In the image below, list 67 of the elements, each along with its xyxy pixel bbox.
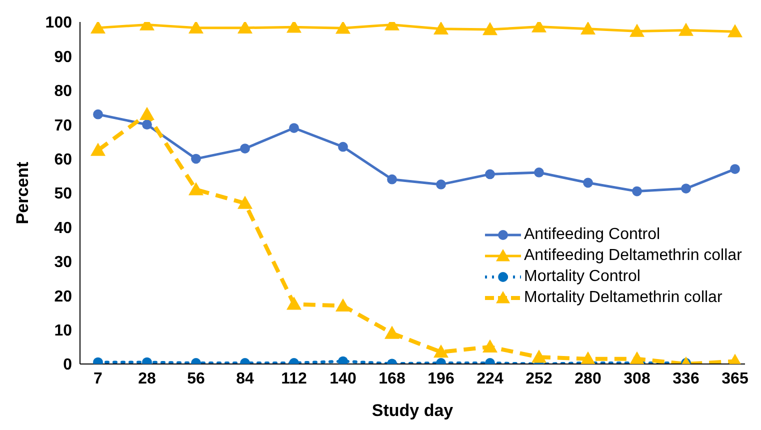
legend-label: Mortality Control xyxy=(524,268,640,286)
point xyxy=(730,164,740,174)
point xyxy=(485,169,495,180)
point xyxy=(580,351,596,364)
point xyxy=(632,186,642,196)
point xyxy=(142,120,152,130)
point xyxy=(580,22,596,34)
point xyxy=(678,22,694,36)
x-tick-label: 84 xyxy=(236,370,254,388)
point xyxy=(482,22,498,36)
x-tick-label: 168 xyxy=(378,370,406,388)
x-tick-label: 280 xyxy=(574,370,602,388)
legend-label: Antifeeding Control xyxy=(524,226,660,244)
point xyxy=(434,344,448,358)
x-tick-label: 28 xyxy=(138,370,156,388)
point xyxy=(681,184,691,194)
point xyxy=(532,350,546,363)
point xyxy=(238,22,252,34)
y-tick-label: 30 xyxy=(54,254,72,272)
point xyxy=(238,196,252,209)
point xyxy=(434,22,448,34)
y-tick-label: 50 xyxy=(54,186,72,203)
x-tick-label: 224 xyxy=(476,370,504,388)
y-tick-label: 60 xyxy=(54,151,72,168)
legend-label: Mortality Deltamethrin collar xyxy=(524,288,722,306)
point xyxy=(630,351,644,364)
point xyxy=(534,168,544,178)
y-tick-label: 40 xyxy=(54,220,72,237)
y-tick-label: 10 xyxy=(54,322,72,340)
y-tick-label: 70 xyxy=(54,117,72,134)
point xyxy=(387,174,397,184)
x-tick-label: 308 xyxy=(624,370,650,388)
point xyxy=(188,182,204,196)
point xyxy=(583,178,593,188)
point xyxy=(482,339,498,353)
point xyxy=(336,22,350,34)
legend-label: Antifeeding Deltamethrin collar xyxy=(524,246,742,264)
point xyxy=(90,22,106,34)
x-tick-label: 56 xyxy=(187,370,205,388)
point xyxy=(140,106,154,120)
y-tick-label: 0 xyxy=(63,356,72,374)
y-tick-label: 100 xyxy=(45,14,72,32)
x-tick-label: 196 xyxy=(428,370,454,388)
point xyxy=(93,109,103,120)
point xyxy=(436,180,446,190)
point xyxy=(336,298,350,312)
point xyxy=(338,142,348,152)
point xyxy=(289,123,299,133)
point xyxy=(191,154,201,164)
point xyxy=(188,22,204,34)
y-tick-label: 90 xyxy=(54,48,72,66)
point xyxy=(728,24,742,38)
x-tick-label: 336 xyxy=(672,370,700,388)
x-tick-label: 112 xyxy=(281,370,308,388)
x-tick-label: 140 xyxy=(330,370,356,388)
x-tick-label: 7 xyxy=(94,370,103,388)
x-tick-label: 252 xyxy=(526,370,552,388)
point xyxy=(90,142,106,156)
point xyxy=(286,296,302,310)
y-tick-label: 80 xyxy=(54,83,72,100)
x-axis-title: Study day xyxy=(372,401,454,420)
point xyxy=(240,144,250,154)
point xyxy=(384,326,400,339)
y-axis-title: Percent xyxy=(13,161,32,224)
y-tick-label: 20 xyxy=(54,288,72,306)
x-tick-label: 365 xyxy=(722,370,748,388)
point xyxy=(630,24,644,37)
